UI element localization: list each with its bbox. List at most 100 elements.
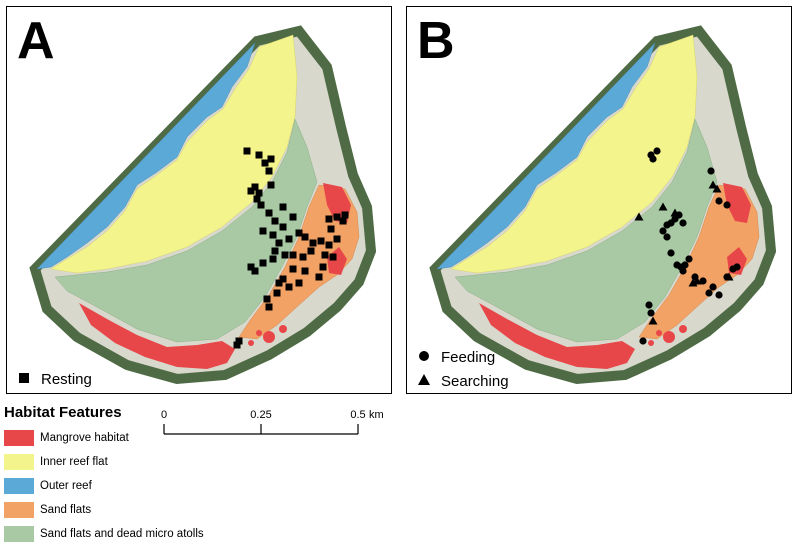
resting-point: [319, 263, 327, 271]
mangrove-zone: [479, 303, 635, 369]
resting-point: [295, 229, 303, 237]
resting-point: [265, 303, 273, 311]
resting-point: [285, 235, 293, 243]
resting-point: [329, 253, 337, 261]
habitat-swatch: [4, 478, 34, 494]
panel-label-a: A: [17, 12, 55, 70]
sand-flats-micro-atolls-zone: [54, 118, 318, 343]
resting-point: [259, 259, 267, 267]
habitat-label: Sand flats: [40, 504, 92, 516]
resting-point: [265, 167, 273, 175]
resting-point: [279, 223, 287, 231]
searching-point: [708, 180, 718, 189]
feeding-point: [659, 227, 667, 235]
resting-point: [289, 213, 297, 221]
scale-tick-05: 0.5: [350, 409, 365, 421]
mangrove-zone: [79, 303, 235, 369]
feeding-point: [733, 263, 741, 271]
resting-point: [299, 253, 307, 261]
resting-point: [247, 263, 255, 271]
resting-point: [317, 237, 325, 245]
resting-point: [279, 275, 287, 283]
mangrove-patch: [279, 325, 287, 333]
habitat-label: Inner reef flat: [40, 456, 108, 468]
resting-point: [233, 341, 241, 349]
scale-bar: 0 0.25 0.5 km: [150, 404, 390, 444]
resting-point: [279, 203, 287, 211]
resting-point: [307, 247, 315, 255]
resting-point: [341, 211, 349, 219]
feeding-point: [663, 221, 671, 229]
resting-point: [325, 241, 333, 249]
resting-point: [255, 189, 263, 197]
resting-point: [257, 201, 265, 209]
outer-reef-zone: [36, 42, 256, 270]
resting-point: [269, 255, 277, 263]
habitat-swatch: [4, 430, 34, 446]
resting-point: [243, 147, 251, 155]
square-marker-icon: [17, 371, 31, 388]
resting-point: [281, 251, 289, 259]
feeding-point: [679, 219, 687, 227]
legend-searching: Searching: [417, 373, 509, 390]
resting-point: [333, 213, 341, 221]
triangle-marker-icon: [417, 373, 431, 390]
searching-point: [724, 272, 734, 281]
resting-point: [255, 151, 263, 159]
resting-point: [251, 267, 259, 275]
mangrove-patch: [248, 340, 254, 346]
habitat-legend-title: Habitat Features: [4, 404, 122, 421]
resting-point: [273, 289, 281, 297]
resting-point: [315, 273, 323, 281]
resting-point: [325, 215, 333, 223]
resting-point: [265, 209, 273, 217]
mangrove-patch: [256, 330, 262, 336]
legend-resting-label: Resting: [41, 371, 92, 388]
feeding-point: [705, 289, 713, 297]
habitat-legend-item: Inner reef flat: [4, 451, 224, 473]
feeding-point: [715, 291, 723, 299]
resting-point: [289, 251, 297, 259]
habitat-legend-item: Sand flats and dead micro atolls: [4, 523, 224, 545]
map-panel-b: B Feeding Searching: [406, 6, 792, 394]
habitat-legend-item: Mangrove habitat: [4, 427, 224, 449]
habitat-swatch: [4, 526, 34, 542]
resting-point: [275, 239, 283, 247]
inner-reef-flat-zone: [50, 34, 298, 274]
resting-point: [339, 217, 347, 225]
resting-point: [261, 159, 269, 167]
resting-point: [327, 225, 335, 233]
habitat-swatch: [4, 502, 34, 518]
searching-point: [658, 202, 668, 211]
feeding-point: [707, 167, 715, 175]
inner-reef-flat-zone: [450, 34, 698, 274]
feeding-point: [639, 337, 647, 345]
mangrove-patch: [263, 331, 275, 343]
resting-point: [269, 231, 277, 239]
feeding-point: [649, 155, 657, 163]
resting-point: [309, 239, 317, 247]
habitat-legend-item: Outer reef: [4, 475, 224, 497]
resting-point: [295, 279, 303, 287]
map-panel-a: A Resting: [6, 6, 392, 394]
feeding-point: [647, 309, 655, 317]
scale-tick-0: 0: [161, 409, 167, 421]
sand-flats-micro-atolls-zone: [454, 118, 718, 343]
legend-feeding: Feeding: [417, 349, 495, 366]
feeding-point: [645, 301, 653, 309]
searching-point: [648, 316, 658, 325]
searching-point: [670, 208, 680, 217]
resting-point: [275, 279, 283, 287]
legend-searching-label: Searching: [441, 373, 509, 390]
resting-point: [235, 337, 243, 345]
habitat-swatch: [4, 454, 34, 470]
searching-point: [692, 276, 702, 285]
outer-reef-zone: [436, 42, 656, 270]
feeding-point: [677, 263, 685, 271]
habitat-label: Outer reef: [40, 480, 92, 492]
legend-feeding-label: Feeding: [441, 349, 496, 366]
legend-resting: Resting: [17, 371, 92, 388]
resting-point: [285, 283, 293, 291]
feeding-point: [667, 249, 675, 257]
habitat-legend-item: Sand flats: [4, 499, 224, 521]
